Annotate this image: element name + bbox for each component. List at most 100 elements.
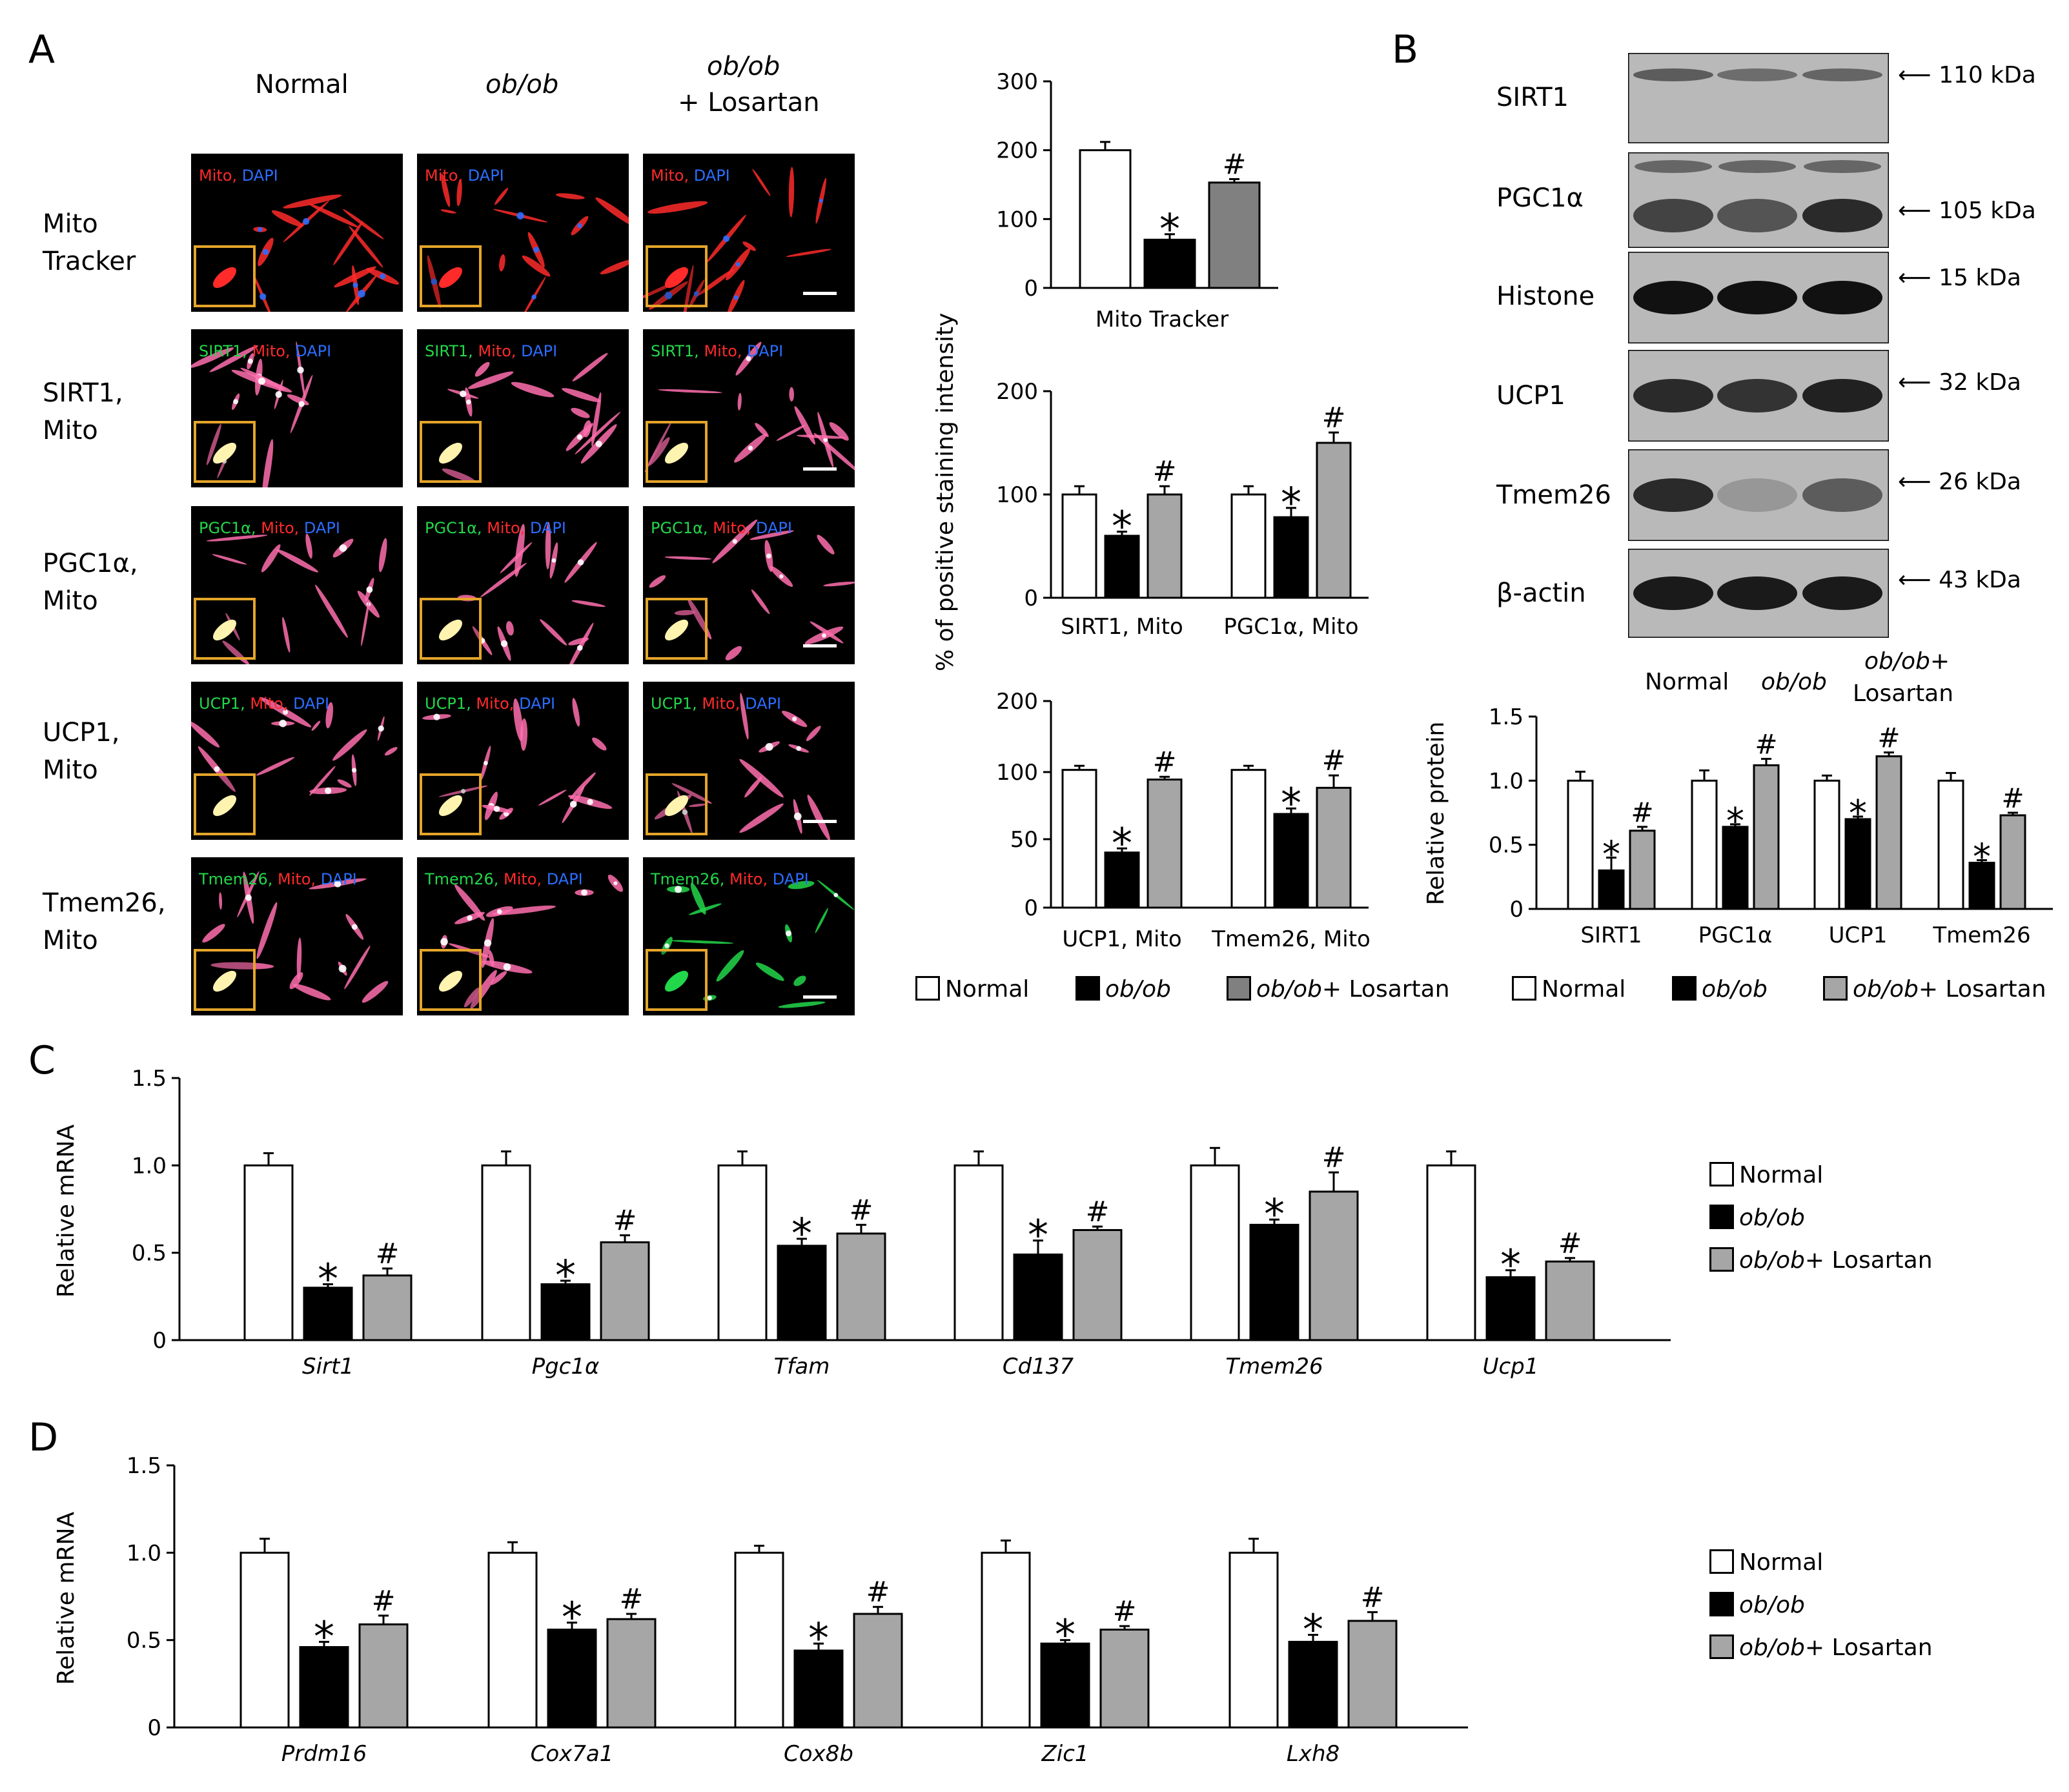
cell-nucleus <box>297 367 304 374</box>
cell-nucleus <box>766 553 771 559</box>
row-label-ucp1: UCP1, Mito <box>43 714 120 789</box>
kda-label: 110 kDa <box>1939 62 2036 88</box>
channel-name: SIRT1, <box>651 342 704 360</box>
molecular-weight-marker: ⟵ 32 kDa <box>1898 369 2021 396</box>
significance-star: * <box>1500 1242 1521 1290</box>
cell-process <box>716 950 744 982</box>
y-axis-label: Relative mRNA <box>53 1512 79 1685</box>
cell-nucleus <box>467 915 473 921</box>
channel-name: Mito, <box>277 870 321 888</box>
micrograph-image: Tmem26, Mito, DAPI <box>417 857 629 1015</box>
bar-losartan <box>836 1232 886 1341</box>
legend-swatch <box>1709 1247 1734 1272</box>
legend-item: ob/ob <box>1075 976 1171 1003</box>
lane-label-losartan-line1: ob/ob+ <box>1864 648 1950 675</box>
significance-hash: # <box>1223 148 1247 181</box>
cell-process <box>349 225 383 268</box>
y-axis-label-group: Relative mRNA <box>53 1125 79 1298</box>
bar-losartan <box>853 1613 903 1729</box>
cell-process <box>644 421 672 473</box>
y-axis-label: Relative protein <box>1423 722 1449 906</box>
inset-cell-body <box>438 619 463 641</box>
cell-process <box>647 201 708 214</box>
micrograph-image: UCP1, Mito, DAPI <box>643 682 855 840</box>
category-label: Pgc1α <box>532 1354 600 1380</box>
inset-cell-body <box>212 267 237 289</box>
blot-band <box>1633 576 1713 610</box>
cell-nucleus <box>577 223 582 229</box>
legend-swatch <box>1709 1592 1734 1616</box>
cell-process <box>490 971 507 985</box>
cell-process <box>817 535 835 555</box>
zoom-inset <box>420 245 482 307</box>
blot-band <box>1633 379 1713 412</box>
cell-process <box>658 389 722 393</box>
channel-name: PGC1α, <box>425 519 487 537</box>
cell-nucleus <box>338 964 347 973</box>
significance-star: * <box>562 1594 582 1642</box>
cell-nucleus <box>503 963 511 971</box>
bar-normal <box>1230 493 1267 599</box>
significance-hash: # <box>2001 782 2024 814</box>
cell-nucleus <box>577 559 584 565</box>
significance-star: * <box>1112 820 1132 868</box>
cell-nucleus <box>581 889 587 896</box>
significance-hash: # <box>1322 1141 1346 1174</box>
cell-process <box>522 276 546 312</box>
bar-obob <box>1013 1253 1063 1341</box>
legend-label: Normal <box>1739 1162 1824 1188</box>
bar-losartan <box>1753 764 1780 910</box>
legend-label: ob/ob <box>1739 1205 1805 1231</box>
channel-name: DAPI <box>295 342 332 360</box>
y-tick-label: 1.5 <box>1489 704 1524 730</box>
y-axis-label-group: Relative protein <box>1423 722 1449 906</box>
blot-band-upper <box>1804 160 1881 173</box>
micrograph-channel-label: UCP1, Mito, DAPI <box>651 695 781 713</box>
cell-nucleus <box>707 995 712 1001</box>
cell-nucleus <box>823 437 828 442</box>
micrograph-image: Mito, DAPI <box>643 154 855 312</box>
cell-process <box>480 562 527 598</box>
bar-losartan <box>1208 181 1261 289</box>
cell-process <box>540 619 567 646</box>
cell-nucleus <box>595 440 602 447</box>
arrow-left-icon: ⟵ <box>1898 265 1939 291</box>
significance-hash: # <box>1086 1196 1110 1228</box>
significance-hash: # <box>1113 1595 1137 1628</box>
micrograph-cells <box>457 522 606 664</box>
scale-bar <box>803 644 837 647</box>
arrow-left-icon: ⟵ <box>1898 369 1939 396</box>
y-tick-label: 0 <box>147 1715 161 1741</box>
cell-process <box>441 174 451 207</box>
y-tick-label: 0 <box>1024 585 1038 611</box>
cell-process <box>494 187 509 205</box>
zoom-inset-cell <box>438 970 463 992</box>
cell-nucleus <box>723 235 730 242</box>
legend-swatch <box>1709 1162 1734 1186</box>
blot-band <box>1717 281 1797 314</box>
cell-process <box>749 530 794 540</box>
legend-item: ob/ob <box>1672 976 1768 1003</box>
bar-losartan <box>1629 830 1656 910</box>
category-label: Tfam <box>774 1354 830 1380</box>
row-label-line: Mito <box>43 416 98 445</box>
bar-losartan <box>1875 755 1902 910</box>
bar-obob <box>540 1283 591 1341</box>
bar-losartan <box>358 1623 409 1729</box>
row-label-line: Tracker <box>43 247 136 276</box>
bar-losartan <box>600 1241 650 1341</box>
cell-process <box>467 371 514 389</box>
cell-process <box>737 392 742 411</box>
bar-losartan <box>1147 493 1183 599</box>
cell-process <box>538 789 567 806</box>
blot-protein-label: Histone <box>1496 281 1595 311</box>
cell-nucleus <box>258 377 266 385</box>
blot-band <box>1633 68 1713 81</box>
micrograph-channel-label: UCP1, Mito, DAPI <box>199 695 329 713</box>
panel-label-a: A <box>28 27 56 72</box>
lane-label-losartan-line2: Losartan <box>1853 680 1954 707</box>
bar-obob <box>299 1645 349 1729</box>
cell-process <box>378 538 387 573</box>
bar-obob <box>1968 861 1995 910</box>
cell-nucleus <box>785 930 792 937</box>
